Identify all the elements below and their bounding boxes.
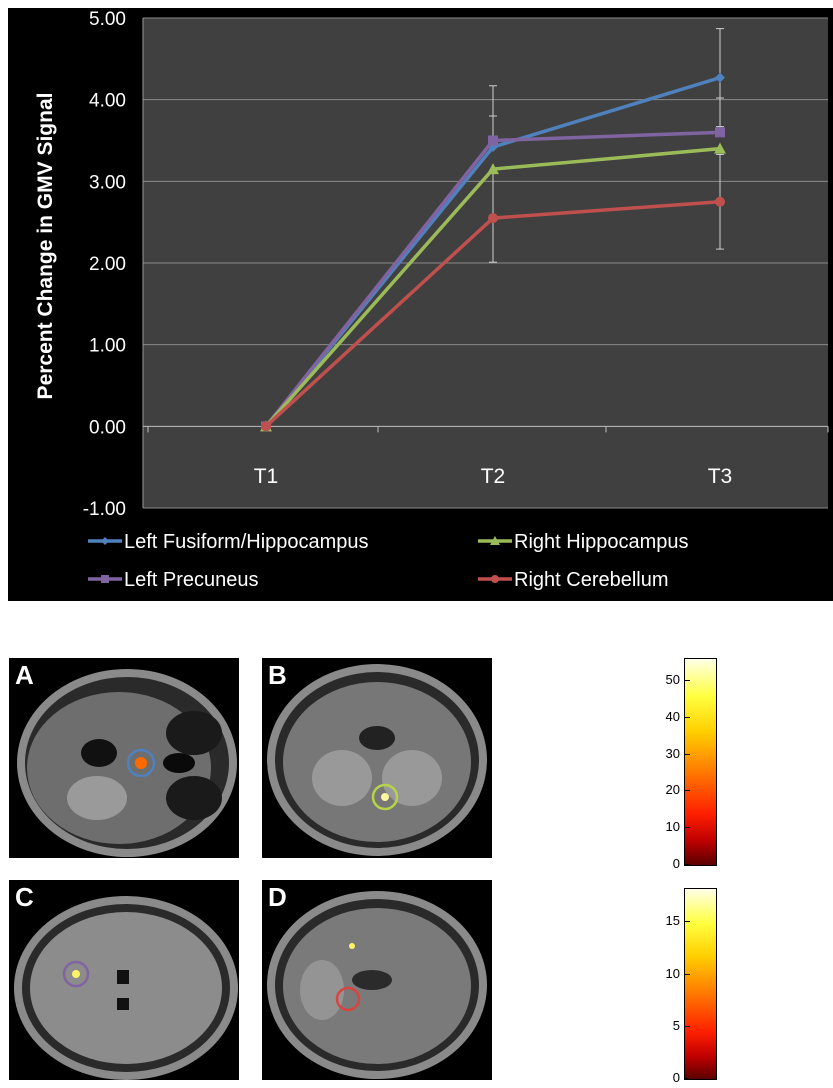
- axis-layer: 5.00 4.00 3.00 2.00 1.00 0.00 -1.00 T1 T2 T3: [83, 9, 829, 520]
- colorbar-tick-label: 30: [665, 745, 680, 761]
- colorbar-tick-mark: [685, 716, 690, 718]
- x-tick-label: T2: [481, 465, 506, 488]
- data-point: [715, 196, 725, 207]
- legend-label: Left Fusiform/Hippocampus: [124, 531, 369, 553]
- brain-panel-b: B: [262, 658, 492, 858]
- colorbar-tick-label: 20: [665, 782, 680, 798]
- y-tick-label: 2.00: [89, 254, 126, 275]
- colorbar-tick-mark: [685, 921, 690, 923]
- colorbar-tick-mark: [685, 753, 690, 755]
- data-point: [487, 163, 499, 175]
- data-point: [488, 213, 498, 224]
- data-point: [261, 421, 271, 432]
- brain-slice-image: [267, 664, 487, 856]
- x-tick-label: T3: [708, 465, 733, 488]
- colorbar-top: 50 40 30 20 10 0: [600, 658, 720, 871]
- x-tick-label: T1: [254, 465, 279, 488]
- colorbar-tick-label: 10: [665, 819, 680, 835]
- colorbar-tick-label: 15: [665, 913, 680, 929]
- roi-highlight: [135, 757, 147, 769]
- legend-label: Right Cerebellum: [514, 569, 669, 591]
- data-point: [715, 72, 725, 83]
- colorbar-tick-label: 10: [665, 965, 680, 981]
- series-layer: [260, 28, 726, 432]
- roi-circle: [371, 783, 399, 811]
- colorbar-gradient: [684, 658, 717, 866]
- brain-slice-image: [17, 669, 237, 857]
- colorbar-tick-mark: [685, 680, 690, 682]
- colorbar-tick-mark: [685, 973, 690, 975]
- colorbar-tick-mark: [685, 1078, 690, 1079]
- colorbar-tick-mark: [685, 827, 690, 829]
- data-point: [101, 537, 109, 545]
- grid-layer: [143, 17, 828, 509]
- colorbar-tick-mark: [685, 790, 690, 792]
- roi-circle: [335, 986, 361, 1012]
- y-tick-label: 4.00: [89, 91, 126, 112]
- colorbar-gradient: [684, 888, 717, 1080]
- colorbar-tick-mark: [685, 1025, 690, 1027]
- colorbar-tick-label: 0: [672, 1070, 680, 1085]
- y-tick-label: 5.00: [89, 9, 126, 30]
- line-chart: 5.00 4.00 3.00 2.00 1.00 0.00 -1.00 T1 T2 T3 Left…: [34, 9, 829, 591]
- roi-highlight: [381, 793, 389, 801]
- legend-label: Right Hippocampus: [514, 531, 689, 553]
- y-tick-label: -1.00: [83, 499, 126, 520]
- data-point: [714, 142, 726, 154]
- panel-label: D: [268, 882, 287, 912]
- colorbar-tick-label: 0: [672, 856, 680, 871]
- panel-label: C: [15, 882, 34, 912]
- brain-slice-image: [14, 896, 238, 1080]
- brain-panel-c: C: [9, 880, 239, 1080]
- data-point: [491, 575, 499, 583]
- colorbar-tick-label: 40: [665, 708, 680, 724]
- brain-slice-image: [267, 891, 487, 1079]
- data-point: [490, 536, 500, 545]
- roi-highlight: [349, 943, 355, 949]
- roi-circle: [62, 960, 90, 988]
- colorbar-tick-label: 5: [672, 1017, 680, 1033]
- roi-highlight: [72, 970, 80, 978]
- roi-circle: [126, 748, 156, 778]
- y-tick-label: 0.00: [89, 417, 126, 438]
- data-point: [101, 575, 109, 583]
- panel-label: B: [268, 660, 287, 690]
- legend: Left Fusiform/Hippocampus Right Hippocamp…: [88, 531, 689, 591]
- y-tick-label: 1.00: [89, 336, 126, 357]
- y-axis-label: Percent Change in GMV Signal: [34, 93, 57, 400]
- data-point: [488, 135, 498, 146]
- brain-panel-a: A: [9, 658, 239, 858]
- colorbar-tick-mark: [685, 864, 690, 865]
- panel-label: A: [15, 660, 34, 690]
- brain-panel-d: D: [262, 880, 492, 1080]
- legend-label: Left Precuneus: [124, 569, 259, 591]
- chart-panel: 5.00 4.00 3.00 2.00 1.00 0.00 -1.00 T1 T2 T3 Left…: [8, 8, 833, 601]
- y-tick-label: 3.00: [89, 172, 126, 193]
- colorbar-tick-label: 50: [665, 672, 680, 688]
- colorbar-bottom: 15 10 5 0: [600, 888, 720, 1085]
- data-point: [715, 127, 725, 138]
